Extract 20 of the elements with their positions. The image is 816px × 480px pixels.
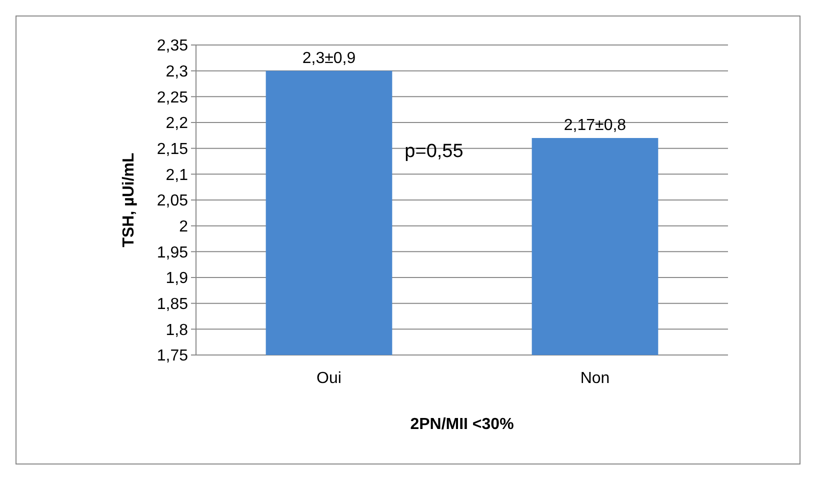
- y-tick-label: 2,2: [166, 115, 188, 132]
- data-label: 2,17±0,8: [564, 117, 626, 134]
- y-tick-label: 2,3: [166, 63, 188, 80]
- y-axis-title: TSH, µUi/mL: [120, 152, 138, 248]
- y-tick-label: 1,9: [166, 270, 188, 288]
- y-tick-label: 2: [179, 218, 188, 236]
- y-tick-label: 1,95: [156, 244, 188, 262]
- y-tick-label: 1,8: [166, 322, 188, 339]
- x-tick-label: Oui: [316, 370, 342, 387]
- y-tick-label: 2,1: [166, 166, 188, 184]
- y-tick-label: 2,15: [156, 140, 188, 158]
- x-tick-label: Non: [580, 370, 610, 387]
- data-label: 2,3±0,9: [302, 50, 356, 67]
- y-tick-label: 2,25: [156, 89, 188, 106]
- y-tick-label: 1,75: [156, 348, 188, 365]
- y-tick-label: 1,85: [156, 296, 188, 313]
- x-axis-title: 2PN/MII <30%: [410, 416, 514, 433]
- y-tick-label: 2,05: [156, 192, 188, 210]
- annotation: p=0,55: [404, 140, 464, 162]
- y-tick-label: 2,35: [156, 38, 188, 55]
